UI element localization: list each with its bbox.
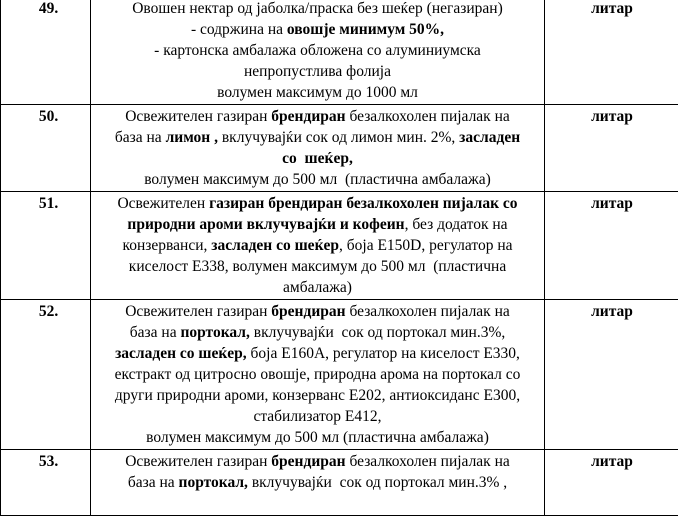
unit-of-measure: литар — [545, 192, 678, 300]
description-line: - содржина на овошје минимум 50%, — [95, 19, 540, 40]
description-line: волумен максимум до 1000 мл — [95, 82, 540, 103]
description-line: непропустлива фолија — [95, 61, 540, 82]
text: екстракт од цитросно овошје, природна ар… — [115, 366, 521, 383]
description-line: Освежителен газиран брендиран безалкохол… — [95, 106, 540, 127]
description-line: Освежителен газиран брендиран безалкохол… — [95, 451, 540, 472]
table-row: 53.Освежителен газиран брендиран безалко… — [1, 450, 678, 516]
item-description: Овошен нектар од јаболка/праска без шеќе… — [91, 0, 545, 105]
description-line: волумен максимум до 500 мл (пластична ам… — [95, 427, 540, 448]
text: Овошен нектар од јаболка/праска без шеќе… — [132, 0, 503, 17]
text: база на — [128, 474, 179, 491]
description-line: Освежителен газиран брендиран безалкохол… — [95, 301, 540, 322]
unit-of-measure: литар — [545, 0, 678, 105]
text: безалкохолен пијалак на — [346, 453, 510, 470]
description-line: база на портокал, вклучувајќи сок од пор… — [95, 322, 540, 343]
text: - содржина на — [191, 21, 287, 38]
text: база на — [115, 129, 166, 146]
text: база на — [130, 324, 181, 341]
text: боја Е160А, регулатор на киселост Е330, — [247, 345, 520, 362]
text: волумен максимум до 500 мл (пластична ам… — [144, 171, 491, 188]
text: волумен максимум до 500 мл (пластична ам… — [146, 429, 489, 446]
text: вклучувајќи сок од лимон мин. 2%, — [218, 129, 459, 146]
description-line: киселост Е338, волумен максимум до 500 м… — [95, 256, 540, 277]
description-line: Овошен нектар од јаболка/праска без шеќе… — [95, 0, 540, 19]
bold-text: газиран брендиран безалкохолен пијалак с… — [209, 195, 517, 212]
text: безалкохолен пијалак на — [346, 108, 510, 125]
item-description: Освежителен газиран брендиран безалкохол… — [91, 450, 545, 516]
item-number: 53. — [1, 450, 91, 516]
description-line: амбалажа) — [95, 277, 540, 298]
text: Освежителен — [117, 195, 209, 212]
item-description: Освежителен газиран брендиран безалкохол… — [91, 105, 545, 192]
text: , боја Е150D, регулатор на — [339, 237, 513, 254]
text: амбалажа) — [283, 279, 352, 296]
unit-of-measure: литар — [545, 300, 678, 450]
item-description: Освежителен газиран брендиран безалкохол… — [91, 192, 545, 300]
bold-text: засладен — [459, 129, 520, 146]
text: киселост Е338, волумен максимум до 500 м… — [129, 258, 506, 275]
text: конзерванси, — [123, 237, 212, 254]
bold-text: брендиран — [271, 453, 345, 470]
table-row: 52.Освежителен газиран брендиран безалко… — [1, 300, 678, 450]
description-line — [95, 493, 540, 514]
item-number: 49. — [1, 0, 91, 105]
description-line: природни ароми вклучувајќи и кофеин, без… — [95, 214, 540, 235]
bold-text: овошје минимум 50%, — [287, 21, 444, 38]
bold-text: засладен со шеќер — [211, 237, 339, 254]
text: вклучувајќи сок од портокал мин.3% , — [248, 474, 507, 491]
text — [316, 495, 320, 512]
text: вклучувајќи сок од портокал мин.3%, — [250, 324, 505, 341]
description-line: - картонска амбалажа обложена со алумини… — [95, 40, 540, 61]
text: безалкохолен пијалак на — [346, 303, 510, 320]
bold-text: природни ароми вклучувајќи и кофеин — [127, 216, 404, 233]
description-line: стабилизатор Е412, — [95, 406, 540, 427]
item-description: Освежителен газиран брендиран безалкохол… — [91, 300, 545, 450]
item-number: 50. — [1, 105, 91, 192]
item-number: 51. — [1, 192, 91, 300]
text: стабилизатор Е412, — [253, 408, 381, 425]
description-line: екстракт од цитросно овошје, природна ар… — [95, 364, 540, 385]
text: други природни ароми, конзерванс Е202, а… — [115, 387, 520, 404]
table-row: 49. Овошен нектар од јаболка/праска без ш… — [1, 0, 678, 105]
bold-text: со шеќер, — [282, 150, 353, 167]
text: Освежителен газиран — [125, 108, 271, 125]
description-line: волумен максимум до 500 мл (пластична ам… — [95, 169, 540, 190]
bold-text: брендиран — [271, 108, 345, 125]
description-line: со шеќер, — [95, 148, 540, 169]
text: , без додаток на — [405, 216, 508, 233]
description-line: засладен со шеќер, боја Е160А, регулатор… — [95, 343, 540, 364]
description-line: други природни ароми, конзерванс Е202, а… — [95, 385, 540, 406]
table-row: 51.Освежителен газиран брендиран безалко… — [1, 192, 678, 300]
bold-text: портокал, — [179, 474, 248, 491]
bold-text: брендиран — [271, 303, 345, 320]
description-line: конзерванси, засладен со шеќер, боја Е15… — [95, 235, 540, 256]
text: Освежителен газиран — [125, 303, 271, 320]
table-row: 50.Освежителен газиран брендиран безалко… — [1, 105, 678, 192]
description-line: база на портокал, вклучувајќи сок од пор… — [95, 472, 540, 493]
text: непропустлива фолија — [244, 63, 391, 80]
bold-text: засладен со шеќер, — [115, 345, 247, 362]
bold-text: портокал, — [180, 324, 249, 341]
bold-text: лимон , — [166, 129, 218, 146]
description-line: база на лимон , вклучувајќи сок од лимон… — [95, 127, 540, 148]
text: волумен максимум до 1000 мл — [217, 84, 418, 101]
text: - картонска амбалажа обложена со алумини… — [154, 42, 481, 59]
description-line: Освежителен газиран брендиран безалкохол… — [95, 193, 540, 214]
unit-of-measure: литар — [545, 450, 678, 516]
unit-of-measure: литар — [545, 105, 678, 192]
item-number: 52. — [1, 300, 91, 450]
text: Освежителен газиран — [125, 453, 271, 470]
